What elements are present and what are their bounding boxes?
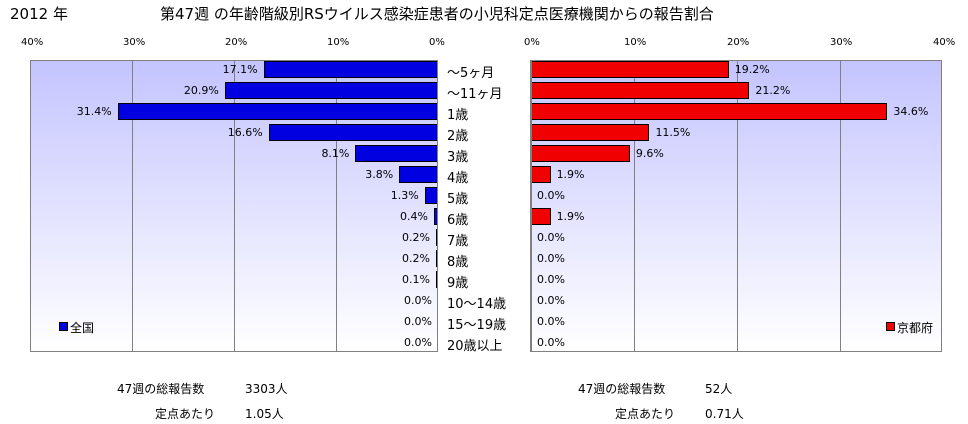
national-data-label: 17.1% [222, 63, 258, 76]
kyoto-data-label: 0.0% [537, 252, 565, 265]
kyoto-total-label: 47週の総報告数 [578, 382, 666, 396]
national-per-label: 定点あたり [155, 407, 216, 421]
category-label: 5歳 [447, 192, 469, 207]
national-bar [263, 61, 438, 78]
national-data-label: 0.1% [402, 273, 430, 286]
kyoto-data-label: 0.0% [537, 336, 565, 349]
national-bar [424, 187, 438, 204]
kyoto-legend-label: 京都府 [896, 321, 933, 335]
national-data-label: 16.6% [227, 126, 263, 139]
national-legend-swatch [59, 322, 68, 331]
kyoto-per-label: 定点あたり [615, 407, 676, 421]
national-bar [117, 103, 438, 120]
national-bar [224, 82, 438, 99]
national-tick-label: 30% [123, 37, 146, 48]
national-data-label: 0.4% [399, 210, 428, 223]
kyoto-tick-label: 30% [830, 37, 853, 48]
national-gridline [234, 61, 235, 351]
chart-title: 第47週 の年齢階級別RSウイルス感染症患者の小児科定点医療機関からの報告割合 [160, 5, 714, 23]
kyoto-data-label: 0.0% [537, 294, 565, 307]
national-data-label: 0.2% [402, 252, 430, 265]
national-bar [268, 124, 438, 141]
kyoto-bar [531, 208, 551, 225]
national-zero-axis [437, 60, 438, 352]
kyoto-tick-label: 10% [624, 37, 647, 48]
kyoto-data-label: 0.0% [537, 273, 565, 286]
kyoto-bar [531, 124, 650, 141]
category-label: 〜5ヶ月 [447, 66, 495, 81]
category-label: 8歳 [447, 255, 469, 270]
national-legend-label: 全国 [70, 321, 95, 335]
category-label: 〜11ヶ月 [447, 87, 503, 102]
category-label: 6歳 [447, 213, 469, 228]
kyoto-tick-label: 20% [727, 37, 750, 48]
category-label: 10〜14歳 [447, 297, 507, 312]
kyoto-data-label: 0.0% [537, 189, 565, 202]
kyoto-bar [531, 61, 729, 78]
category-label: 1歳 [447, 108, 469, 123]
national-per-value: 1.05人 [245, 407, 284, 421]
national-data-label: 8.1% [321, 147, 350, 160]
kyoto-data-label: 34.6% [893, 105, 929, 118]
kyoto-data-label: 1.9% [556, 168, 585, 181]
kyoto-zero-axis [531, 60, 532, 352]
kyoto-data-label: 19.2% [734, 63, 770, 76]
national-bar [399, 166, 438, 183]
kyoto-data-label: 0.0% [537, 231, 565, 244]
kyoto-data-label: 0.0% [537, 315, 565, 328]
kyoto-bar [531, 166, 551, 183]
national-data-label: 0.2% [402, 231, 430, 244]
national-data-label: 0.0% [404, 315, 432, 328]
category-label: 3歳 [447, 150, 469, 165]
category-label: 20歳以上 [447, 339, 503, 354]
national-total-value: 3303人 [245, 382, 288, 396]
category-label: 2歳 [447, 129, 469, 144]
national-gridline [336, 61, 337, 351]
kyoto-bar [531, 145, 630, 162]
national-tick-label: 10% [327, 37, 350, 48]
kyoto-gridline [737, 61, 738, 351]
national-data-label: 20.9% [183, 84, 219, 97]
kyoto-bar [531, 82, 750, 99]
kyoto-per-value: 0.71人 [705, 407, 744, 421]
national-data-label: 31.4% [76, 105, 112, 118]
national-legend: 全国 [59, 319, 94, 336]
kyoto-gridline [840, 61, 841, 351]
kyoto-gridline [634, 61, 635, 351]
national-data-label: 0.0% [404, 336, 432, 349]
category-label: 4歳 [447, 171, 469, 186]
year-label: 2012 年 [10, 5, 68, 23]
kyoto-legend-swatch [885, 322, 895, 331]
kyoto-total-value: 52人 [705, 382, 733, 396]
category-label: 15〜19歳 [447, 318, 507, 333]
kyoto-legend: 京都府 [885, 319, 933, 336]
national-tick-label: 20% [225, 37, 248, 48]
national-bar [355, 145, 438, 162]
national-tick-label: 40% [21, 37, 44, 48]
kyoto-tick-label: 0% [524, 37, 540, 48]
category-label: 9歳 [447, 276, 469, 291]
kyoto-data-label: 9.6% [635, 147, 664, 160]
category-label: 7歳 [447, 234, 469, 249]
kyoto-data-label: 11.5% [655, 126, 691, 139]
national-data-label: 3.8% [365, 168, 394, 181]
kyoto-tick-label: 40% [933, 37, 956, 48]
national-total-label: 47週の総報告数 [117, 382, 205, 396]
national-gridline [132, 61, 133, 351]
kyoto-data-label: 1.9% [556, 210, 585, 223]
national-data-label: 0.0% [404, 294, 432, 307]
national-data-label: 1.3% [390, 189, 419, 202]
kyoto-data-label: 21.2% [755, 84, 791, 97]
kyoto-bar [531, 103, 888, 120]
national-tick-label: 0% [429, 37, 445, 48]
